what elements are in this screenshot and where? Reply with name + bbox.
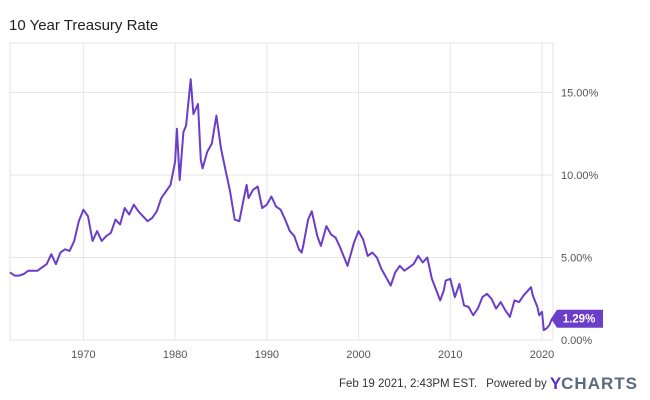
x-tick-label: 1990 — [255, 349, 279, 361]
plot-frame — [9, 42, 554, 341]
last-value-badge — [551, 309, 603, 328]
chart-title: 10 Year Treasury Rate — [9, 17, 159, 34]
y-tick-label: 5.00% — [561, 253, 592, 265]
y-tick-label: 15.00% — [561, 88, 599, 100]
y-tick-label: 0.00% — [561, 335, 592, 347]
x-tick-label: 1980 — [163, 349, 187, 361]
ycharts-logo-y: Y — [549, 374, 562, 393]
ycharts-logo[interactable]: Y CHARTS — [550, 374, 638, 394]
x-tick-label: 2010 — [438, 349, 462, 361]
series-line — [9, 78, 554, 332]
chart-footer: Feb 19 2021, 2:43PM EST. Powered by Y CH… — [339, 374, 638, 394]
timestamp-label: Feb 19 2021, 2:43PM EST. — [338, 378, 478, 390]
last-value-label: 1.29% — [563, 314, 596, 326]
x-tick-label: 2000 — [346, 349, 370, 361]
x-tick-label: 2020 — [530, 349, 554, 361]
powered-by-label: Powered by — [486, 378, 547, 390]
x-tick-label: 1970 — [71, 349, 95, 361]
ycharts-logo-text: CHARTS — [561, 374, 638, 393]
y-tick-label: 10.00% — [561, 170, 599, 182]
